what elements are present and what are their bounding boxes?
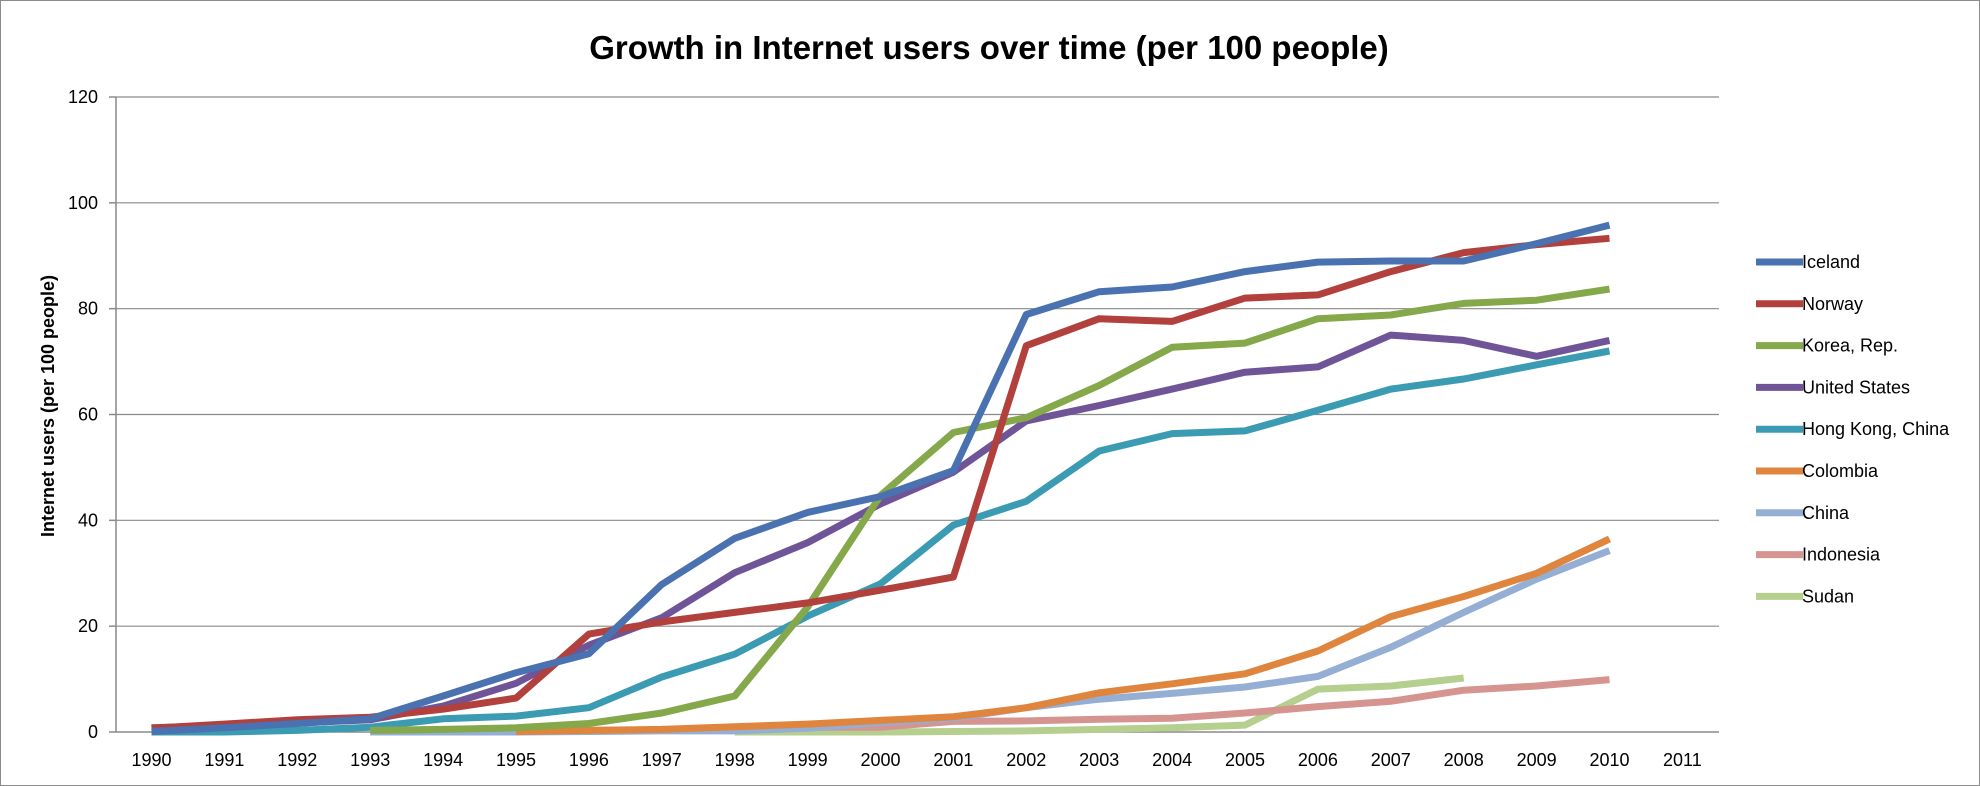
x-tick-label-1991: 1991 [204, 750, 244, 770]
legend-label-indonesia: Indonesia [1802, 545, 1881, 565]
legend-label-sudan: Sudan [1802, 586, 1854, 606]
y-tick-label-80: 80 [78, 299, 98, 319]
legend: Iceland Norway Korea, Rep. United States Hon… [1756, 252, 1950, 606]
series-line-colombia [515, 535, 1611, 735]
legend-label-norway: Norway [1802, 294, 1863, 314]
x-tick-label-1995: 1995 [496, 750, 536, 770]
x-tick-label-2003: 2003 [1079, 750, 1119, 770]
series-line-korea-rep [370, 285, 1611, 734]
x-tick-label-2010: 2010 [1589, 750, 1629, 770]
x-tick-label-2000: 2000 [860, 750, 900, 770]
y-tick-label-40: 40 [78, 510, 98, 530]
x-tick-label-2005: 2005 [1225, 750, 1265, 770]
series-line-united-states [151, 331, 1611, 732]
legend-label-united-states: United States [1802, 377, 1910, 397]
series-lines [151, 221, 1611, 736]
x-tick-label-2001: 2001 [933, 750, 973, 770]
x-tick-label-2002: 2002 [1006, 750, 1046, 770]
legend-label-hong-kong-china: Hong Kong, China [1802, 419, 1950, 439]
y-axis-label: Internet users (per 100 people) [38, 275, 58, 537]
x-tick-label-1998: 1998 [715, 750, 755, 770]
chart-title: Growth in Internet users over time (per … [589, 29, 1389, 66]
x-axis-ticks: 1990 1991 1992 1993 1994 1995 1996 1997 1998 1999… [131, 750, 1701, 770]
series-line-hong-kong-china [151, 347, 1611, 736]
x-tick-label-2004: 2004 [1152, 750, 1192, 770]
x-tick-label-1997: 1997 [642, 750, 682, 770]
x-tick-label-1990: 1990 [131, 750, 171, 770]
x-tick-label-1992: 1992 [277, 750, 317, 770]
gridlines [115, 96, 1719, 733]
series-line-china [370, 547, 1611, 736]
series-line-sudan [734, 674, 1465, 736]
legend-label-colombia: Colombia [1802, 461, 1879, 481]
x-tick-label-2007: 2007 [1371, 750, 1411, 770]
legend-label-iceland: Iceland [1802, 252, 1860, 272]
y-tick-label-20: 20 [78, 616, 98, 636]
y-tick-label-0: 0 [88, 722, 98, 742]
x-tick-label-2011: 2011 [1663, 750, 1702, 770]
x-tick-label-1999: 1999 [788, 750, 828, 770]
y-tick-label-120: 120 [68, 87, 98, 107]
y-axis-ticks: 0 20 40 60 80 100 120 [68, 87, 116, 742]
x-tick-label-1994: 1994 [423, 750, 463, 770]
y-tick-label-100: 100 [68, 193, 98, 213]
x-tick-label-2008: 2008 [1444, 750, 1484, 770]
legend-label-china: China [1802, 503, 1850, 523]
x-tick-label-2006: 2006 [1298, 750, 1338, 770]
series-line-iceland [151, 221, 1611, 735]
x-tick-label-1993: 1993 [350, 750, 390, 770]
x-tick-label-2009: 2009 [1517, 750, 1557, 770]
legend-label-korea-rep: Korea, Rep. [1802, 336, 1898, 356]
x-tick-label-1996: 1996 [569, 750, 609, 770]
y-tick-label-60: 60 [78, 405, 98, 425]
